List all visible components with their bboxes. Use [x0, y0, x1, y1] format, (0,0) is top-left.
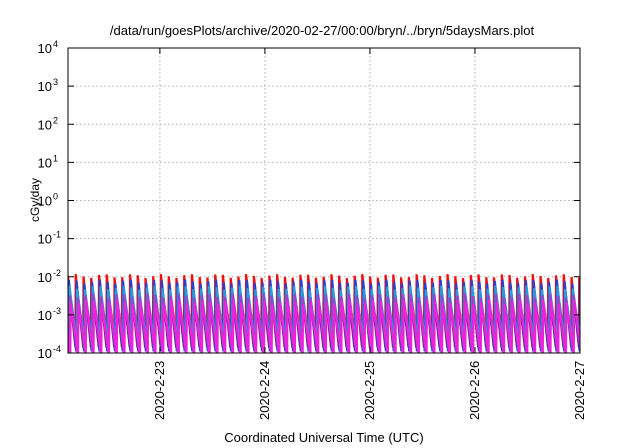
y-tick-label-exponent: -4	[53, 344, 61, 354]
chart-title: /data/run/goesPlots/archive/2020-02-27/0…	[110, 23, 535, 38]
y-tick-label: 10	[38, 41, 52, 56]
y-tick-label: 10	[38, 232, 52, 247]
y-tick-label: 10	[38, 155, 52, 170]
y-tick-label: 10	[38, 308, 52, 323]
plot-frame	[67, 47, 581, 354]
y-tick-label-exponent: 0	[53, 192, 58, 202]
y-tick-label-exponent: 3	[53, 77, 58, 87]
x-tick-label: 2020-2-24	[257, 361, 272, 420]
y-tick-label-exponent: -3	[53, 306, 61, 316]
x-tick-label: 2020-2-25	[362, 361, 377, 420]
series-line	[68, 299, 580, 353]
y-axis-label: cGy/day	[28, 178, 42, 222]
y-tick-label-exponent: 4	[53, 39, 58, 49]
x-tick-label: 2020-2-23	[152, 361, 167, 420]
y-tick-label: 10	[38, 346, 52, 361]
y-tick-label-exponent: -2	[53, 268, 61, 278]
y-tick-label-exponent: -1	[53, 230, 61, 240]
y-tick-label: 10	[38, 270, 52, 285]
x-axis-label: Coordinated Universal Time (UTC)	[224, 430, 423, 445]
y-tick-label: 10	[38, 117, 52, 132]
x-tick-label: 2020-2-26	[467, 361, 482, 420]
y-tick-label: 10	[38, 79, 52, 94]
series-layer	[68, 273, 580, 353]
y-tick-label: 10	[38, 194, 52, 209]
y-tick-label-exponent: 1	[53, 153, 58, 163]
x-tick-label: 2020-2-27	[572, 361, 587, 420]
y-tick-label-exponent: 2	[53, 115, 58, 125]
